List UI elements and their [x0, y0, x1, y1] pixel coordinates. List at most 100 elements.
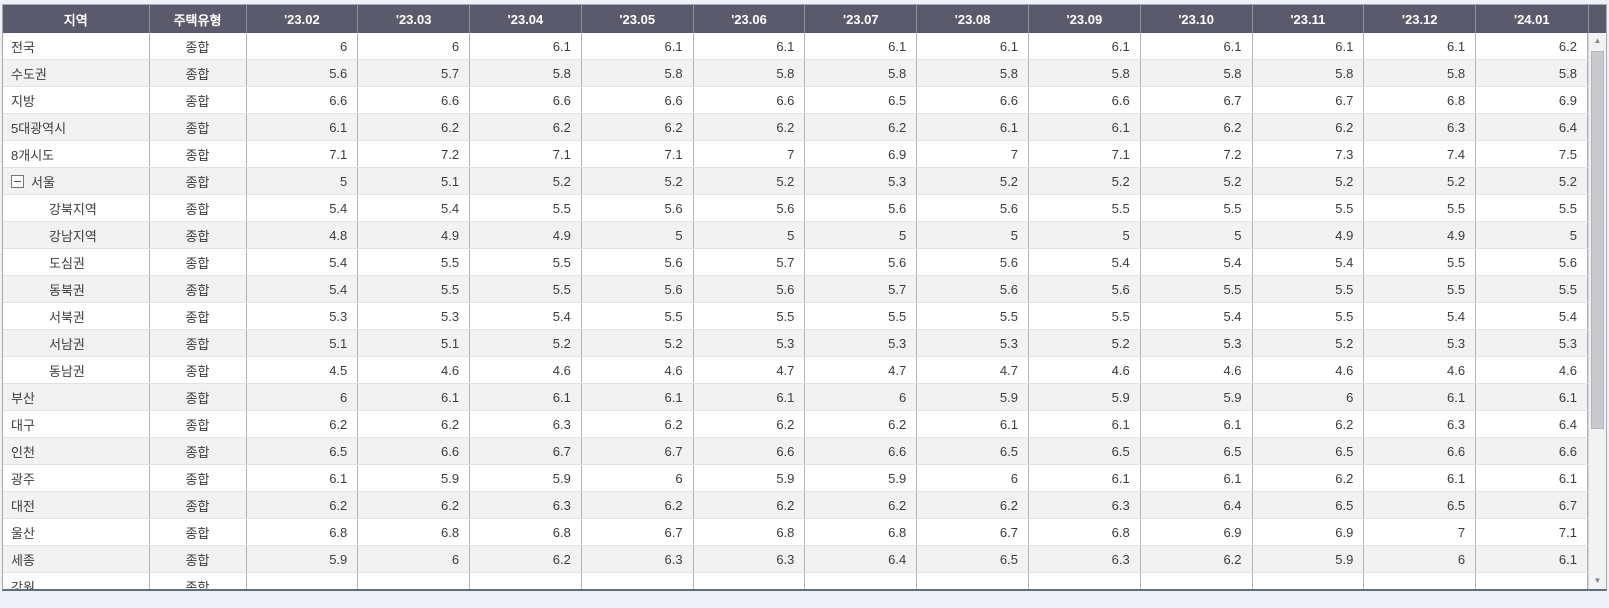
value-cell: 6.1 [1140, 464, 1253, 492]
region-cell: 5대광역시 [3, 113, 150, 141]
value-cell: 6.1 [1363, 383, 1477, 411]
region-label: 강남지역 [49, 228, 97, 244]
value-cell: 6.7 [1475, 491, 1588, 519]
value-cell: 6.2 [693, 410, 806, 438]
value-cell: 5.3 [357, 302, 471, 330]
header-month: '23.10 [1140, 5, 1253, 33]
value-cell: 6.4 [1475, 410, 1588, 438]
housing-type-cell: 종합 [149, 410, 247, 438]
value-cell: 5.9 [804, 464, 918, 492]
value-cell: 5.6 [581, 194, 694, 222]
value-cell: 6.6 [693, 437, 806, 465]
value-cell: 5 [1028, 221, 1141, 249]
value-cell: 6.3 [581, 545, 694, 573]
region-cell: 강남지역 [3, 221, 150, 249]
value-cell: 5 [693, 221, 806, 249]
value-cell: 6 [1363, 545, 1477, 573]
value-cell: 4.6 [357, 356, 471, 384]
region-label: 서남권 [49, 336, 85, 352]
value-cell: 5.8 [469, 59, 582, 87]
value-cell: 4.8 [246, 221, 359, 249]
value-cell: 5.1 [357, 167, 471, 195]
value-cell: 4.7 [804, 356, 918, 384]
region-cell: 대구 [3, 410, 150, 438]
value-cell: 5.5 [1252, 194, 1365, 222]
scrollbar-track[interactable]: ▲ ▼ [1588, 33, 1606, 589]
value-cell: 7.1 [1475, 518, 1588, 546]
region-cell: 강북지역 [3, 194, 150, 222]
value-cell: 5 [581, 221, 694, 249]
value-cell: 7.4 [1363, 140, 1477, 168]
value-cell [916, 572, 1029, 589]
value-cell: 7.5 [1475, 140, 1588, 168]
value-cell [1140, 572, 1253, 589]
value-cell [1252, 572, 1365, 589]
header-month: '23.04 [469, 5, 582, 33]
value-cell: 6.3 [1363, 410, 1477, 438]
scroll-up-icon[interactable]: ▲ [1590, 33, 1605, 49]
value-cell: 5.2 [1252, 167, 1365, 195]
value-cell: 6.1 [581, 383, 694, 411]
header-month: '23.09 [1028, 5, 1141, 33]
value-cell: 6.6 [1475, 437, 1588, 465]
region-cell: 도심권 [3, 248, 150, 276]
value-cell: 5.5 [1475, 194, 1588, 222]
value-cell: 6.7 [1252, 86, 1365, 114]
value-cell: 6.1 [1028, 113, 1141, 141]
value-cell: 5.6 [693, 194, 806, 222]
value-cell [246, 572, 359, 589]
housing-type-cell: 종합 [149, 383, 247, 411]
value-cell: 5.9 [1028, 383, 1141, 411]
header-month: '24.01 [1475, 5, 1588, 33]
value-cell [1028, 572, 1141, 589]
value-cell: 6.9 [1252, 518, 1365, 546]
value-cell: 6.2 [357, 491, 471, 519]
value-cell: 6.2 [804, 113, 918, 141]
value-cell: 5.5 [1140, 275, 1253, 303]
value-cell: 7.1 [1028, 140, 1141, 168]
value-cell: 4.6 [1028, 356, 1141, 384]
value-cell: 6.2 [246, 410, 359, 438]
value-cell: 7.2 [357, 140, 471, 168]
value-cell: 5.5 [1363, 275, 1477, 303]
region-label: 수도권 [11, 66, 47, 82]
vertical-scrollbar[interactable]: ▲ ▼ [1588, 5, 1606, 589]
table-row: 서울 종합 5 5.1 5.2 5.2 5.2 5.3 5.2 5.2 5.2 5.2 5.2 5.2 [3, 167, 1588, 195]
value-cell: 5 [1140, 221, 1253, 249]
region-label: 전국 [11, 39, 35, 55]
value-cell [581, 572, 694, 589]
scrollbar-thumb[interactable] [1591, 51, 1604, 429]
value-cell: 5.9 [357, 464, 471, 492]
table-row: 강북지역 종합 5.4 5.4 5.5 5.6 5.6 5.6 5.6 5.5 5.5 5.5 5.… [3, 194, 1588, 222]
value-cell: 5.2 [1140, 167, 1253, 195]
collapse-minus-icon[interactable] [11, 174, 24, 188]
value-cell: 6.6 [693, 86, 806, 114]
value-cell: 6.7 [916, 518, 1029, 546]
housing-type-cell: 종합 [149, 572, 247, 589]
value-cell: 6.1 [693, 33, 806, 60]
value-cell: 5.6 [693, 275, 806, 303]
value-cell: 4.6 [1475, 356, 1588, 384]
value-cell: 6.1 [1028, 33, 1141, 60]
value-cell: 5.4 [1363, 302, 1477, 330]
data-grid: 지역 주택유형 '23.02'23.03'23.04'23.05'23.06'23.… [3, 5, 1588, 589]
value-cell: 6.2 [1475, 33, 1588, 60]
table-row: 8개시도 종합 7.1 7.2 7.1 7.1 7 6.9 7 7.1 7.2 7.3 7.4 7.5 [3, 140, 1588, 168]
value-cell: 6.6 [804, 437, 918, 465]
value-cell: 5.7 [804, 275, 918, 303]
scroll-down-icon[interactable]: ▼ [1590, 573, 1605, 589]
region-label: 도심권 [49, 255, 85, 271]
value-cell: 5.5 [1363, 248, 1477, 276]
value-cell: 6.1 [1363, 464, 1477, 492]
value-cell [469, 572, 582, 589]
value-cell: 4.6 [581, 356, 694, 384]
housing-type-cell: 종합 [149, 86, 247, 114]
value-cell: 5.4 [246, 194, 359, 222]
value-cell: 6.6 [581, 86, 694, 114]
housing-type-cell: 종합 [149, 329, 247, 357]
value-cell: 6.5 [916, 545, 1029, 573]
value-cell: 4.6 [1252, 356, 1365, 384]
region-cell: 동남권 [3, 356, 150, 384]
value-cell: 5.6 [1028, 275, 1141, 303]
value-cell: 7 [916, 140, 1029, 168]
